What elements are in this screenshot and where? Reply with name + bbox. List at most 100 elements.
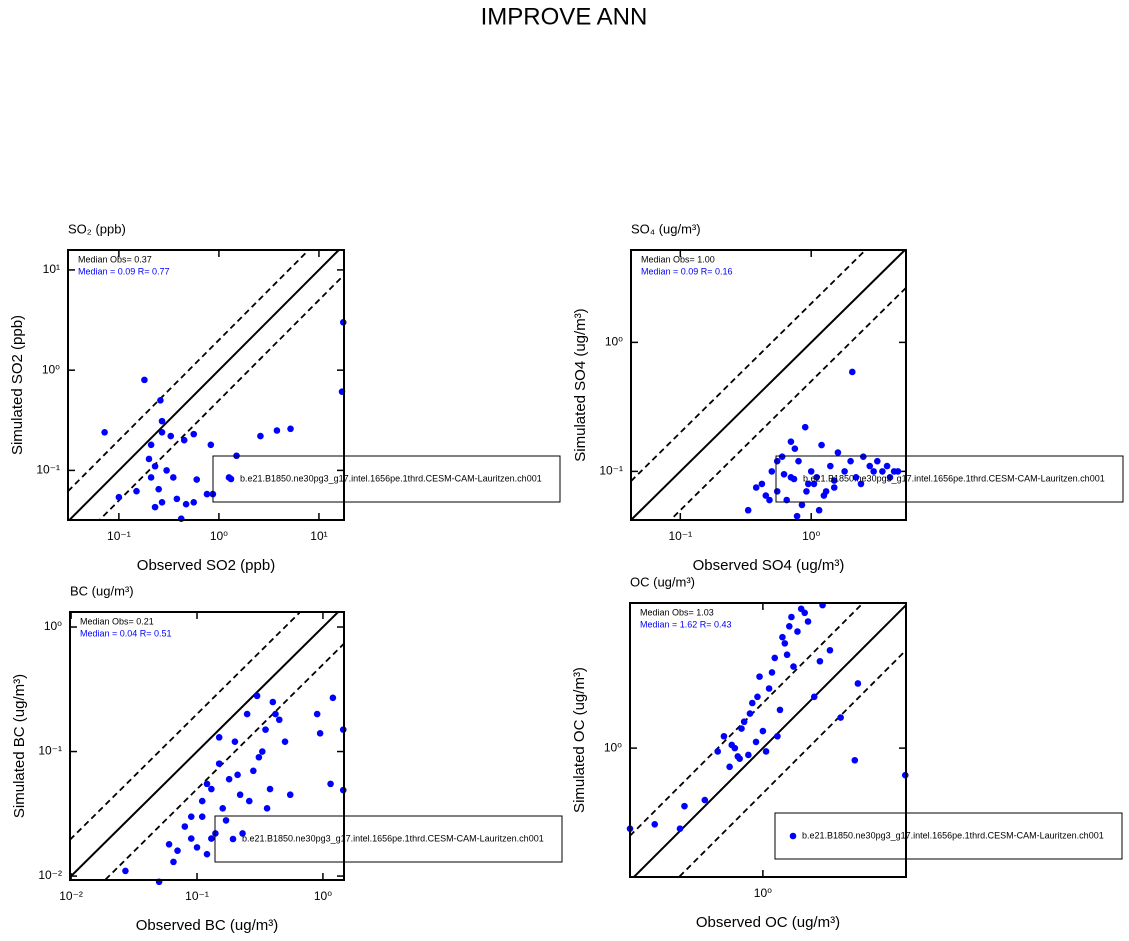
legend-marker bbox=[227, 475, 235, 483]
data-point bbox=[198, 797, 206, 805]
data-point bbox=[187, 813, 195, 820]
data-point bbox=[167, 432, 175, 440]
panel: BC (ug/m³) Observed BC (ug/m³) Simulated B… bbox=[11, 583, 563, 934]
data-point bbox=[275, 716, 283, 724]
data-point bbox=[827, 462, 834, 470]
data-point bbox=[773, 457, 781, 465]
data-point bbox=[151, 503, 159, 511]
y-tick-label: 10⁰ bbox=[604, 740, 622, 754]
data-point bbox=[158, 499, 166, 506]
data-point bbox=[286, 791, 294, 799]
plot-frame bbox=[630, 249, 907, 521]
data-point bbox=[801, 423, 809, 431]
annotation: Median = 0.09 R= 0.77 bbox=[78, 266, 170, 276]
data-point bbox=[182, 500, 190, 508]
data-point bbox=[774, 732, 781, 740]
data-point bbox=[219, 805, 227, 812]
annotation: Median = 0.09 R= 0.16 bbox=[641, 266, 733, 276]
data-point bbox=[173, 495, 181, 503]
data-point bbox=[857, 480, 865, 488]
x-axis-label: Observed SO2 (ppb) bbox=[137, 557, 275, 574]
data-point bbox=[714, 748, 722, 755]
data-point bbox=[329, 694, 337, 702]
panel-title: OC (ug/m³) bbox=[630, 574, 695, 589]
data-point bbox=[787, 438, 795, 445]
data-point bbox=[752, 738, 760, 746]
data-point bbox=[744, 506, 752, 514]
data-point bbox=[239, 830, 246, 837]
data-point bbox=[758, 480, 766, 488]
legend: b.e21.B1850.ne30pg3_g17.intel.1656pe.1th… bbox=[775, 455, 1124, 503]
legend-marker bbox=[790, 475, 798, 483]
data-point bbox=[728, 741, 736, 749]
reference-line bbox=[103, 643, 344, 880]
annotation: Median = 0.04 R= 0.51 bbox=[80, 628, 172, 638]
data-point bbox=[255, 753, 263, 761]
y-tick-label: 10⁰ bbox=[42, 362, 60, 376]
data-point bbox=[768, 669, 776, 676]
data-point bbox=[801, 609, 808, 617]
data-point bbox=[870, 468, 877, 475]
legend-label: b.e21.B1850.ne30pg3_g17.intel.1656pe.1th… bbox=[803, 473, 1105, 483]
legend-box bbox=[775, 455, 1124, 503]
x-tick-label: 10¹ bbox=[310, 529, 327, 543]
data-point bbox=[316, 730, 324, 737]
data-point bbox=[253, 692, 261, 700]
reference-line bbox=[70, 612, 302, 841]
data-point bbox=[122, 867, 129, 875]
data-point bbox=[785, 623, 793, 630]
legend-box bbox=[774, 812, 1123, 860]
legend-box bbox=[212, 455, 561, 503]
data-point bbox=[807, 468, 815, 475]
data-point bbox=[701, 796, 709, 804]
panel-title: SO₄ (ug/m³) bbox=[631, 221, 701, 236]
data-point bbox=[788, 613, 795, 621]
data-point bbox=[866, 462, 874, 470]
data-point bbox=[681, 802, 688, 810]
data-point bbox=[768, 468, 776, 475]
legend-box bbox=[214, 815, 563, 863]
data-point bbox=[225, 775, 233, 783]
data-point bbox=[250, 767, 257, 775]
data-point bbox=[190, 499, 198, 506]
data-point bbox=[883, 462, 891, 470]
data-point bbox=[847, 457, 854, 465]
annotation: Median Obs= 0.21 bbox=[80, 616, 154, 626]
data-point bbox=[193, 844, 201, 851]
panel: SO₂ (ppb) Observed SO2 (ppb) Simulated SO2… bbox=[9, 221, 561, 574]
data-point bbox=[236, 791, 244, 799]
data-point bbox=[170, 858, 177, 866]
data-point bbox=[776, 706, 784, 714]
data-point bbox=[779, 633, 786, 641]
y-tick-label: 10⁻¹ bbox=[38, 744, 62, 758]
data-point bbox=[765, 685, 773, 692]
data-point bbox=[830, 477, 838, 484]
data-point bbox=[738, 725, 745, 732]
annotation: Median Obs= 1.03 bbox=[640, 607, 714, 617]
panel-title: SO₂ (ppb) bbox=[68, 221, 126, 236]
data-point bbox=[141, 376, 148, 384]
data-point bbox=[762, 748, 770, 755]
plot-frame bbox=[69, 611, 345, 881]
legend-label: b.e21.B1850.ne30pg3_g17.intel.1656pe.1th… bbox=[242, 833, 544, 843]
data-point bbox=[207, 441, 215, 449]
data-point bbox=[759, 727, 767, 735]
y-tick-label: 10⁻² bbox=[38, 868, 62, 882]
annotation: Median Obs= 1.00 bbox=[641, 254, 715, 264]
data-point bbox=[780, 470, 788, 478]
data-point bbox=[259, 748, 266, 755]
data-point bbox=[886, 473, 894, 481]
data-point bbox=[816, 657, 824, 665]
data-point bbox=[257, 432, 264, 440]
data-point bbox=[263, 805, 271, 812]
data-point bbox=[859, 453, 867, 460]
data-point bbox=[272, 710, 279, 718]
panel: SO₄ (ug/m³) Observed SO4 (ug/m³) Simulated… bbox=[572, 221, 1124, 574]
figure-title: IMPROVE ANN bbox=[481, 3, 648, 30]
data-point bbox=[157, 397, 164, 404]
y-tick-label: 10¹ bbox=[43, 262, 60, 276]
data-point bbox=[151, 462, 159, 470]
reference-line bbox=[630, 603, 865, 837]
data-point bbox=[269, 698, 277, 706]
